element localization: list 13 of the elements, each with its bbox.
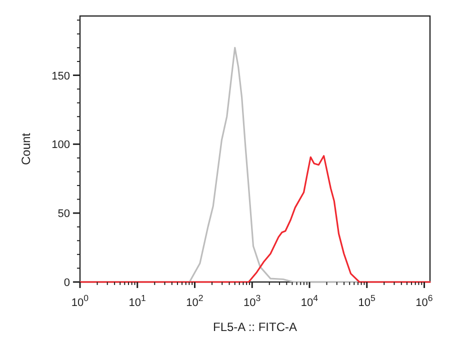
x-tick-label: 10$^{2}$ xyxy=(186,293,204,309)
x-tick-label: 10$^{4}$ xyxy=(300,293,318,309)
y-tick-label: 150 xyxy=(52,70,70,82)
y-tick-label: 0 xyxy=(64,277,70,289)
y-axis-title: Count xyxy=(19,132,33,166)
x-tick-label: 10$^{5}$ xyxy=(358,293,376,309)
x-tick-label: 10$^{3}$ xyxy=(244,293,261,309)
x-tick-label: 10$^{1}$ xyxy=(128,293,146,309)
y-tick-label: 100 xyxy=(52,139,70,152)
x-tick-label: 10$^{6}$ xyxy=(416,293,433,309)
x-tick-label: 10$^{0}$ xyxy=(71,293,89,309)
y-tick-label: 50 xyxy=(58,208,70,220)
x-axis-title: FL5-A :: FITC-A xyxy=(212,320,298,334)
